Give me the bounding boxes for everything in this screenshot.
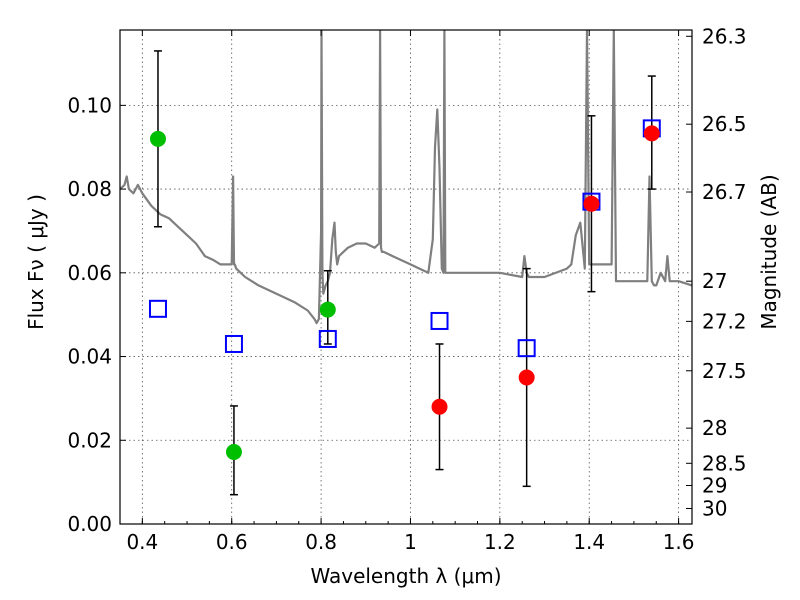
right-tick-label: 27 (702, 269, 727, 293)
right-tick-label: 26.5 (702, 112, 747, 136)
right-tick-label: 30 (702, 497, 727, 521)
marker-layer (148, 119, 661, 460)
y-tick-label: 0.06 (67, 261, 112, 285)
right-axis-title: Magnitude (AB) (757, 174, 781, 329)
right-tick-label: 27.2 (702, 309, 747, 333)
right-tick-label: 26.7 (702, 180, 747, 204)
model-spectrum-line (120, 30, 692, 325)
model-photometry-square (517, 339, 536, 358)
observed-point-green (149, 130, 166, 147)
model-photometry-square (318, 329, 337, 348)
right-tick-label: 27.5 (702, 359, 747, 383)
x-tick-label: 1.6 (663, 530, 695, 554)
observed-point-red (431, 398, 448, 415)
ticks: 0.4 0.6 0.8 1 1.2 1.4 1.6 0.00 0.02 0.04 0.06 0.08 0… (67, 24, 746, 554)
observed-point-red (643, 125, 660, 142)
model-photometry-square (224, 334, 243, 353)
y-tick-label: 0.08 (67, 177, 112, 201)
model-photometry-square (430, 311, 449, 330)
y-axis-title: Flux Fν ( μJy ) (24, 194, 48, 330)
right-tick-label: 26.3 (702, 24, 747, 48)
y-tick-label: 0.04 (67, 345, 112, 369)
y-tick-label: 0.10 (67, 93, 112, 117)
x-tick-label: 1.4 (573, 530, 605, 554)
right-tick-label: 29 (702, 473, 727, 497)
model-photometry-square (148, 299, 167, 318)
observed-point-green (225, 443, 242, 460)
x-tick-label: 0.8 (305, 530, 337, 554)
x-tick-label: 1 (404, 530, 417, 554)
plot-frame (119, 29, 693, 525)
x-axis-title: Wavelength λ (μm) (310, 564, 501, 588)
x-tick-label: 0.4 (126, 530, 158, 554)
x-tick-label: 0.6 (216, 530, 248, 554)
y-tick-label: 0.00 (67, 512, 112, 536)
x-tick-label: 1.2 (484, 530, 516, 554)
observed-point-red (518, 369, 535, 386)
plot-area (120, 30, 692, 524)
observed-point-red (583, 195, 600, 212)
observed-point-green (319, 301, 336, 318)
right-tick-label: 28.5 (702, 451, 747, 475)
y-tick-label: 0.02 (67, 428, 112, 452)
right-tick-label: 28 (702, 416, 727, 440)
spectrum-layer (120, 30, 692, 325)
